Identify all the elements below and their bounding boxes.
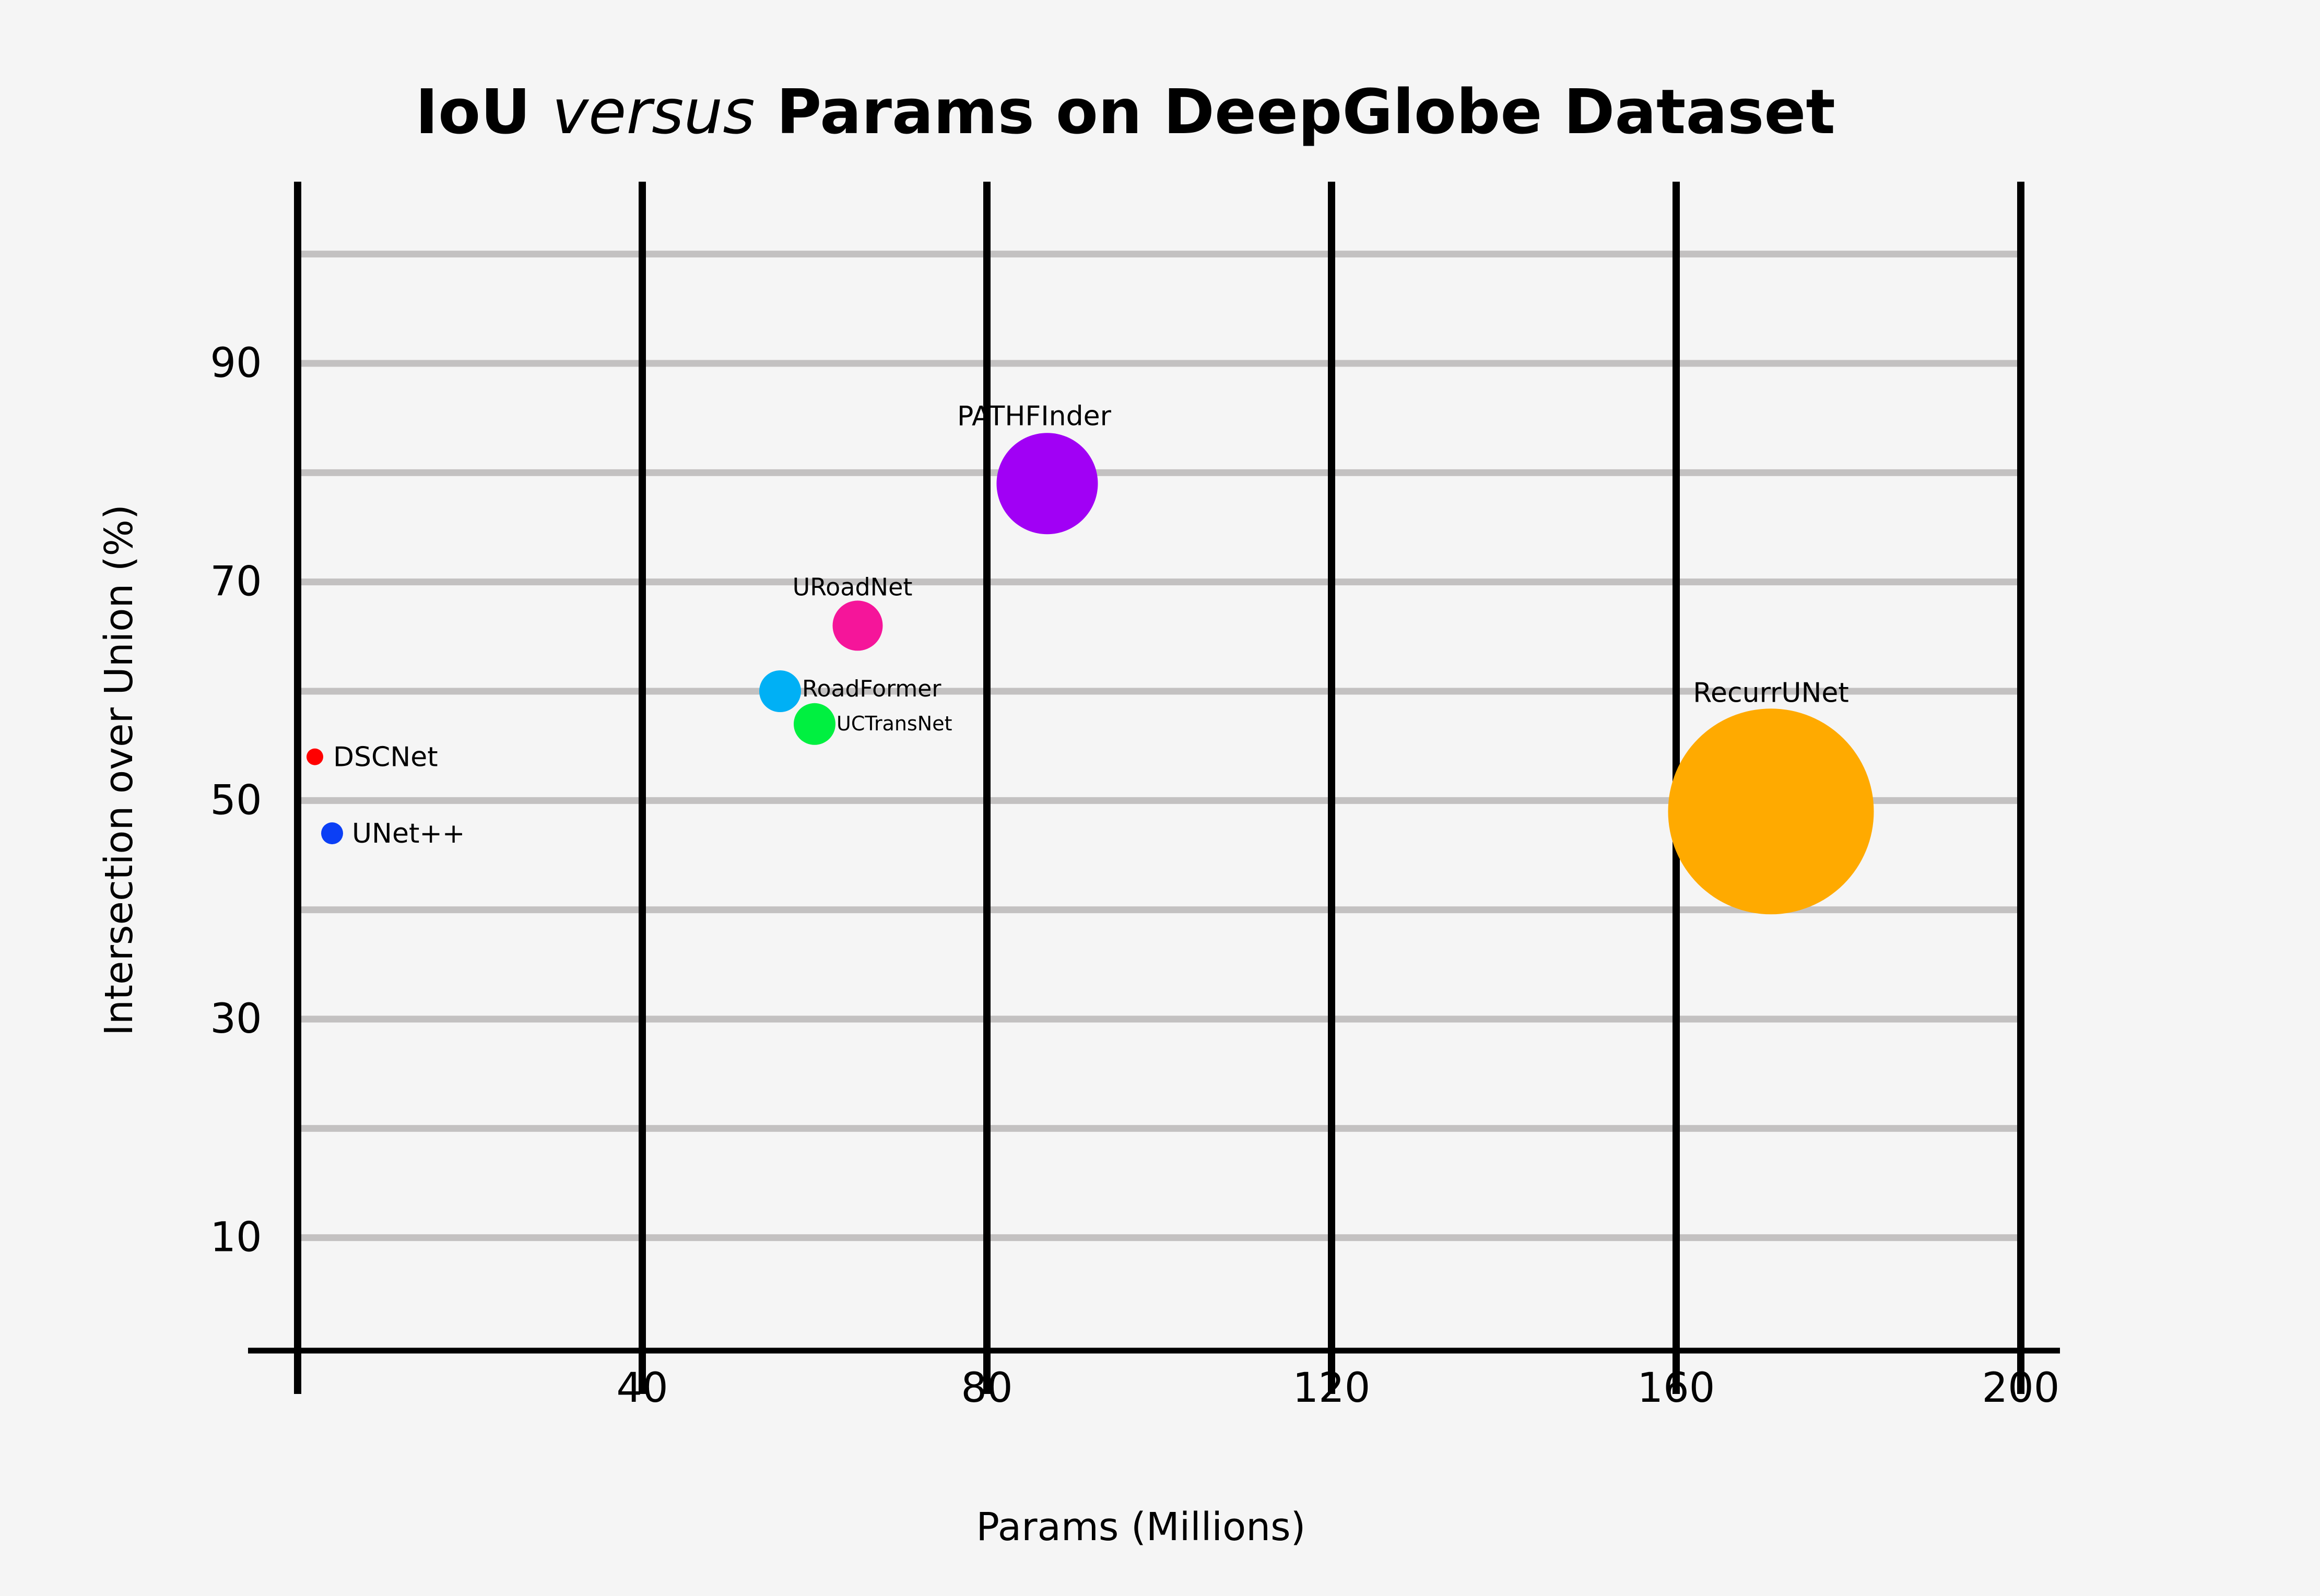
y-tick-label: 10	[210, 1214, 262, 1261]
point-label-roadformer: RoadFormer	[802, 676, 941, 702]
point-uctransnet	[794, 703, 835, 745]
y-tick-label: 30	[210, 996, 262, 1043]
x-tick-label: 80	[961, 1365, 1012, 1412]
point-roadformer	[759, 670, 801, 712]
point-label-recurrunet: RecurrUNet	[1693, 677, 1849, 708]
y-tick-label: 70	[210, 559, 262, 606]
title-part-1: IoU	[415, 76, 552, 148]
title-part-3: Params on DeepGlobe Dataset	[755, 76, 1835, 148]
title-part-2: versus	[552, 76, 755, 148]
x-tick-label: 200	[1982, 1365, 2060, 1412]
point-recurrunet	[1668, 708, 1874, 915]
y-tick-label: 90	[210, 340, 262, 387]
tick-layer: 40 80 120 160 200 90 70 50 30 10	[210, 340, 2059, 1412]
point-dscnet	[307, 748, 323, 765]
point-label-uroadnet: URoadNet	[793, 573, 913, 601]
point-layer: DSCNet UNet++ RoadFormer UCTransNet URoadNet…	[307, 400, 1874, 915]
point-label-pathfinder: PATHFInder	[957, 400, 1112, 432]
chart-title: IoU versus Params on DeepGlobe Dataset	[415, 76, 1835, 148]
x-tick-label: 40	[616, 1365, 668, 1412]
point-pathfinder	[996, 433, 1098, 535]
point-unet	[321, 822, 343, 845]
y-axis-label: Intersection over Union (%)	[97, 504, 142, 1036]
point-uroadnet	[832, 600, 883, 651]
x-tick-label: 120	[1293, 1365, 1371, 1412]
point-label-unet: UNet++	[352, 818, 465, 849]
point-label-dscnet: DSCNet	[333, 742, 438, 773]
x-tick-label: 160	[1638, 1365, 1715, 1412]
point-label-uctransnet: UCTransNet	[837, 712, 952, 735]
x-axis-label: Params (Millions)	[976, 1505, 1305, 1550]
y-tick-label: 50	[210, 777, 262, 824]
grid-layer	[294, 182, 2024, 1394]
